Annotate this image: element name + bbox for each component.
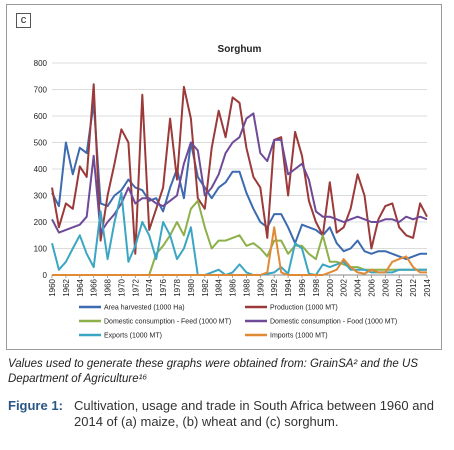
x-tick-label: 1994 (284, 278, 293, 296)
series-line-1 (51, 101, 427, 261)
figure-caption: Figure 1: Cultivation, usage and trade in… (8, 398, 448, 430)
x-tick-label: 1970 (117, 278, 126, 296)
x-tick-label: 1982 (201, 278, 210, 296)
x-tick-label: 1972 (131, 278, 140, 296)
x-tick-label: 1962 (62, 278, 71, 296)
x-tick-label: 1968 (104, 278, 113, 296)
chart-panel: c Sorghum 0 100 200 300 400 500 600 700 800 1960 19… (6, 4, 442, 350)
legend-label-4: Domestic consumption - Food (1000 MT) (270, 319, 397, 326)
legend-label-6: Imports (1000 MT) (270, 333, 328, 340)
y-tick-label: 500 (34, 139, 48, 148)
x-tick-label: 1998 (312, 278, 321, 296)
x-tick-label: 2004 (354, 278, 363, 296)
x-tick-label: 1960 (48, 278, 57, 296)
y-tick-label: 300 (34, 192, 48, 201)
y-tick-label: 100 (34, 245, 48, 254)
y-tick-label: 700 (34, 86, 48, 95)
series-line-6 (52, 226, 427, 276)
series-line-2 (51, 83, 428, 255)
y-tick-label: 400 (34, 165, 48, 174)
legend-label-2: Production (1000 MT) (270, 305, 338, 312)
x-tick-label: 2002 (340, 278, 349, 296)
x-tick-label: 1976 (159, 278, 168, 296)
x-tick-label: 1978 (173, 278, 182, 296)
source-note: Values used to generate these graphs wer… (8, 358, 418, 385)
x-tick-label: 1974 (145, 278, 154, 296)
x-tick-label: 2014 (423, 278, 432, 296)
x-tick-label: 1980 (187, 278, 196, 296)
chart-title: Sorghum (218, 44, 262, 55)
x-tick-label: 1988 (242, 278, 251, 296)
panel-label: c (16, 13, 31, 28)
series-line-5 (51, 191, 427, 276)
x-tick-label: 2012 (409, 278, 418, 296)
x-tick-label: 2000 (326, 278, 335, 296)
legend-label-1: Area harvested (1000 Ha) (104, 305, 185, 312)
sorghum-chart: Sorghum 0 100 200 300 400 500 600 700 800 1960 1962… (34, 44, 432, 340)
series-line-4 (51, 112, 428, 234)
x-tick-label: 2008 (381, 278, 390, 296)
caption-text: Cultivation, usage and trade in South Af… (74, 398, 434, 429)
legend-label-3: Domestic consumption - Feed (1000 MT) (104, 319, 231, 326)
y-tick-label: 200 (34, 218, 48, 227)
x-tick-label: 1990 (256, 278, 265, 296)
y-tick-label: 800 (34, 59, 48, 68)
x-tick-label: 1964 (76, 278, 85, 296)
legend-label-5: Exports (1000 MT) (104, 333, 162, 340)
x-tick-label: 1996 (298, 278, 307, 296)
y-tick-label: 0 (43, 271, 48, 280)
caption-label: Figure 1: (8, 398, 63, 413)
x-tick-label: 1984 (215, 278, 224, 296)
x-tick-label: 1986 (229, 278, 238, 296)
x-tick-label: 1992 (270, 278, 279, 296)
x-tick-label: 2006 (367, 278, 376, 296)
x-tick-label: 2010 (395, 278, 404, 296)
y-tick-label: 600 (34, 112, 48, 121)
x-tick-label: 1966 (90, 278, 99, 296)
